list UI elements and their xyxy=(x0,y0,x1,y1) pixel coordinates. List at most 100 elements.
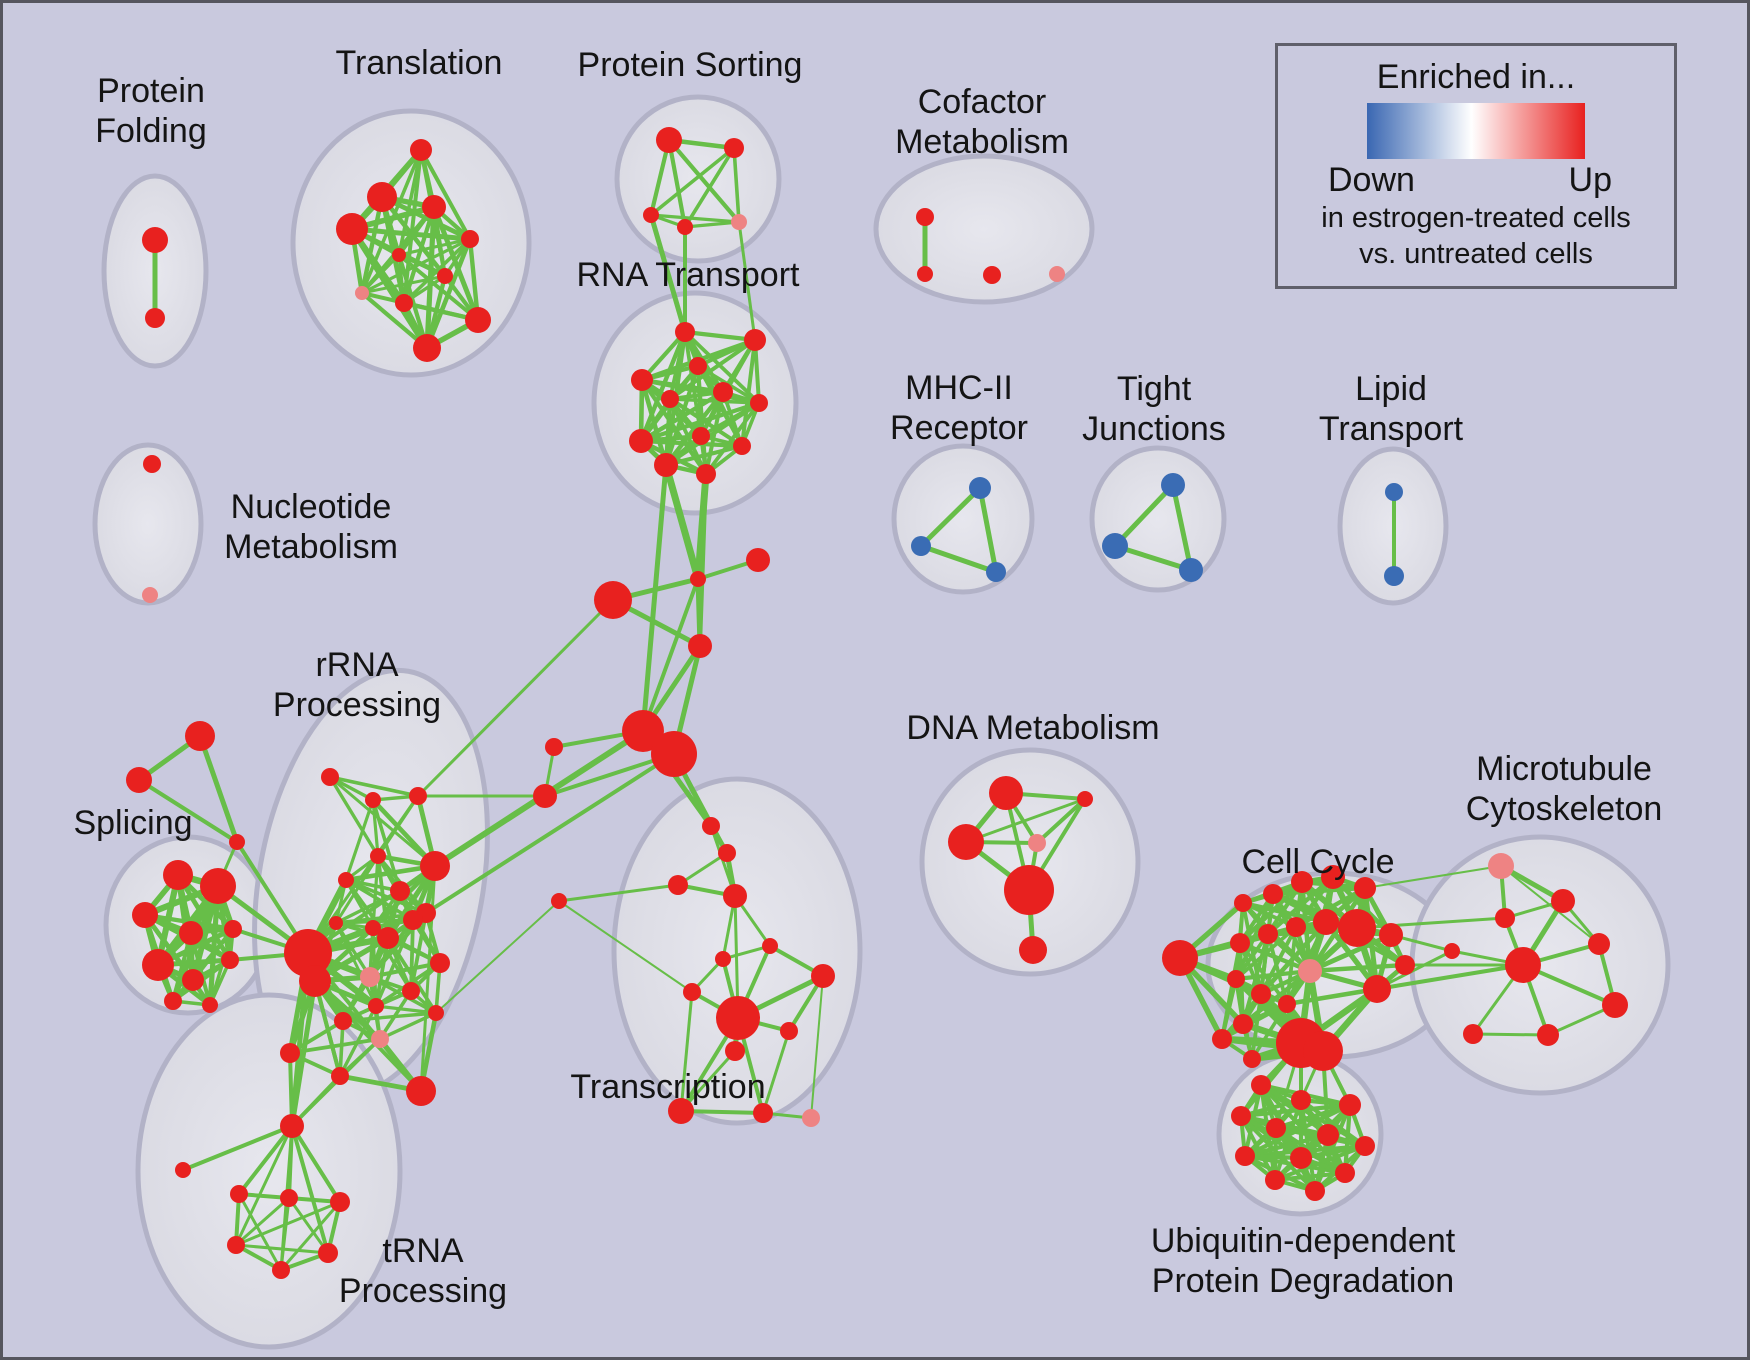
cluster-label-lipid_transport: Lipid xyxy=(1355,370,1427,408)
edge-ubiquitin xyxy=(1238,1102,1353,1119)
edge-protein_sorting xyxy=(683,146,736,229)
edge-splicing xyxy=(207,883,221,1008)
edge-microtubule xyxy=(1471,1032,1550,1037)
node-connector-6 xyxy=(545,738,563,756)
edge-splicing_triangle xyxy=(137,778,239,844)
edge-rna_transport xyxy=(638,389,726,444)
node-rna_transport-10 xyxy=(654,453,678,477)
edge-rrna xyxy=(368,918,415,979)
node-connector-3 xyxy=(688,634,712,658)
node-splicing-6 xyxy=(182,969,204,991)
node-ubiquitin-3 xyxy=(1231,1106,1251,1126)
node-translation-9 xyxy=(465,307,491,333)
node-rrna-9 xyxy=(329,916,343,930)
edge-cell_cycle xyxy=(1220,977,1238,1041)
node-ubiquitin-6 xyxy=(1355,1136,1375,1156)
node-rna_transport-4 xyxy=(661,390,679,408)
cluster-label-rna_transport: RNA Transport xyxy=(577,256,801,294)
node-cofactor-3 xyxy=(1049,266,1065,282)
node-rrna-3 xyxy=(370,848,386,864)
node-dna_metabolism-1 xyxy=(1077,791,1093,807)
edge-translation xyxy=(431,204,481,323)
node-protein_sorting-1 xyxy=(724,138,744,158)
node-protein_folding-1 xyxy=(145,308,165,328)
network-nodes xyxy=(126,127,1628,1279)
node-cell_cycle-13 xyxy=(1227,970,1245,988)
edge-cell_cycle-to-microtubule xyxy=(1355,916,1507,930)
edge-mhc xyxy=(918,543,999,575)
node-tight_junctions-0 xyxy=(1161,473,1185,497)
node-ubiquitin-10 xyxy=(1265,1170,1285,1190)
edge-rrna xyxy=(344,798,375,882)
node-rna_transport-1 xyxy=(744,329,766,351)
node-ubiquitin-11 xyxy=(1305,1181,1325,1201)
node-rrna-2 xyxy=(409,787,427,805)
edge-cell_cycle xyxy=(1323,919,1380,992)
node-transcription-11 xyxy=(725,1041,745,1061)
node-connector-7 xyxy=(533,784,557,808)
edge-trna xyxy=(290,1124,330,1255)
cluster-label-splicing: Splicing xyxy=(73,804,192,842)
node-splicing_triangle-1 xyxy=(126,767,152,793)
node-dna_metabolism-0 xyxy=(989,776,1023,810)
node-ubiquitin-2 xyxy=(1339,1094,1361,1116)
node-microtubule-2 xyxy=(1495,908,1515,928)
node-ubiquitin-9 xyxy=(1335,1163,1355,1183)
edge-protein_sorting xyxy=(683,220,741,229)
node-cell_cycle-5 xyxy=(1354,877,1376,899)
edge-rna_transport xyxy=(638,329,688,444)
node-nucleotide-1 xyxy=(142,587,158,603)
edge-tight_junctions xyxy=(1170,482,1194,573)
node-transcription-0 xyxy=(702,817,720,835)
cluster-label-rrna: rRNA xyxy=(315,646,398,684)
node-ubiquitin-8 xyxy=(1290,1147,1312,1169)
edge-rrna xyxy=(338,1019,345,1078)
node-transcription-6 xyxy=(762,938,778,954)
edge-ubiquitin xyxy=(1273,1171,1347,1182)
edge-connector-to-rrna xyxy=(416,598,615,798)
edge-rna_transport xyxy=(663,443,745,468)
cluster-label-protein_folding: Protein xyxy=(97,72,205,110)
edge-rna_transport-to-connector xyxy=(698,472,708,648)
edge-trna xyxy=(237,1192,283,1272)
cluster-label-ubiquitin: Ubiquitin-dependent xyxy=(1151,1222,1456,1260)
node-connector-4 xyxy=(622,710,664,752)
edge-translation xyxy=(396,252,430,351)
node-rna_transport-5 xyxy=(713,382,733,402)
legend-scale-labels: Down Up xyxy=(1278,159,1674,200)
node-cell_cycle-4 xyxy=(1321,865,1345,889)
node-rrna-0 xyxy=(321,768,339,786)
node-cell_cycle-11 xyxy=(1379,923,1403,947)
edge-transcription xyxy=(557,883,680,903)
edge-rrna xyxy=(328,775,420,798)
node-translation-5 xyxy=(392,248,406,262)
node-ubiquitin-0 xyxy=(1251,1075,1271,1095)
cluster-label-trna: tRNA xyxy=(382,1232,464,1270)
node-transcription-4 xyxy=(551,893,567,909)
color-legend: Enriched in... Down Up in estrogen-treat… xyxy=(1275,43,1677,289)
edge-cell_cycle-to-microtubule xyxy=(1375,949,1454,991)
node-dna_metabolism-2 xyxy=(948,824,984,860)
edge-splicing_triangle xyxy=(197,733,240,845)
edge-trna xyxy=(290,1124,342,1204)
node-connector-5 xyxy=(651,731,697,777)
edge-transcription xyxy=(679,1109,765,1115)
node-tight_junctions-2 xyxy=(1179,558,1203,582)
node-rrna-14 xyxy=(430,953,450,973)
edge-rna_transport xyxy=(638,438,745,449)
edge-trna xyxy=(279,1200,342,1272)
node-cell_cycle-10 xyxy=(1338,909,1376,947)
cluster-label-transcription: Transcription xyxy=(570,1068,765,1106)
node-connector-2 xyxy=(594,581,632,619)
node-cell_cycle-8 xyxy=(1286,917,1306,937)
cluster-label-tight_junctions: Tight xyxy=(1117,370,1192,408)
node-rna_transport-2 xyxy=(689,357,707,375)
node-cofactor-0 xyxy=(916,208,934,226)
edge-rna_transport xyxy=(683,330,761,405)
edge-transcription xyxy=(761,1029,791,1115)
cluster-blob-nucleotide xyxy=(92,442,204,606)
edge-cell_cycle-to-microtubule xyxy=(1364,865,1502,889)
edge-dna_metabolism xyxy=(964,797,1087,844)
node-rna_transport-11 xyxy=(696,464,716,484)
